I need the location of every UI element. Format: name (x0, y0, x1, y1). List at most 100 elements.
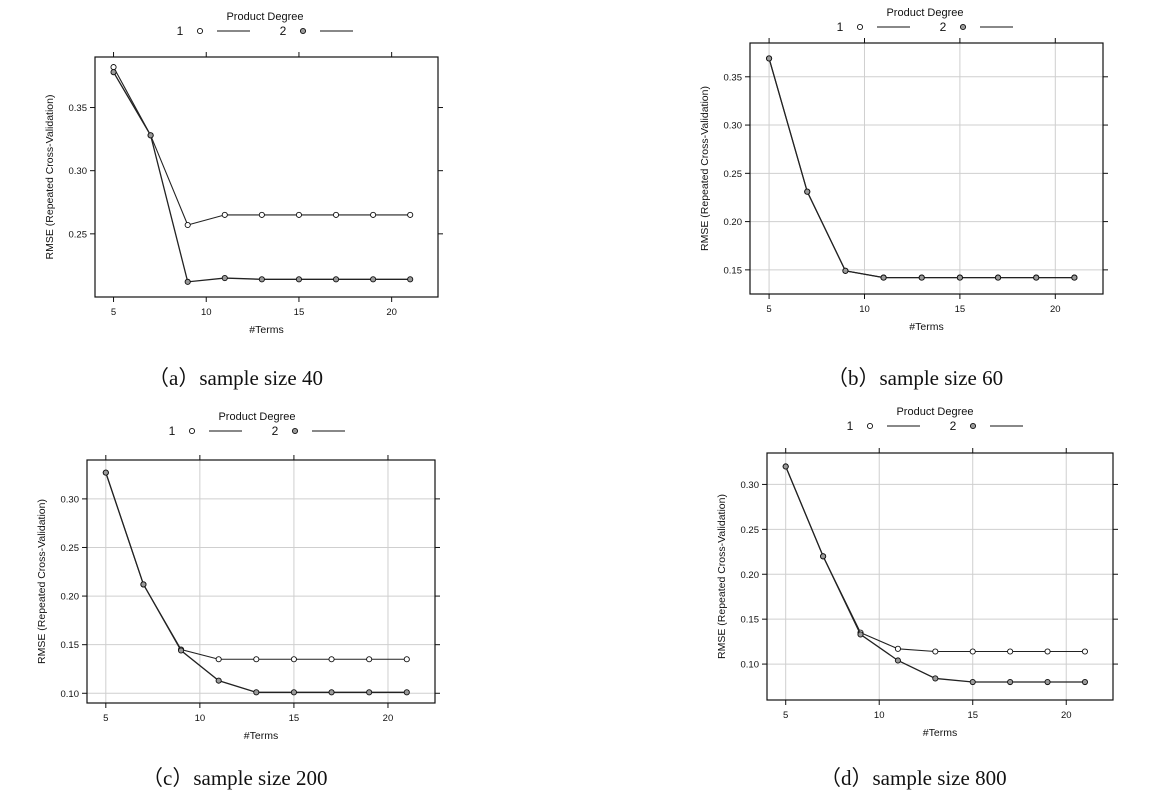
data-point-series-2 (140, 581, 147, 588)
chart-a-svg: 5 10 15 20 0.25 0.30 0.35 #Terms RMSE (Repeated … (44, 11, 443, 336)
series-line-1 (105, 472, 407, 660)
data-point-series-2 (215, 677, 222, 684)
x-tick-label: 15 (967, 710, 978, 721)
data-point-series-2 (880, 274, 887, 281)
y-tick-label: 0.20 (61, 592, 80, 603)
x-tick-label: 10 (859, 304, 870, 315)
data-point-series-2 (178, 647, 185, 654)
plot-frame (94, 56, 439, 298)
legend-label-2: 2 (940, 20, 947, 34)
data-point-series-1 (969, 648, 976, 655)
y-tick-label: 0.35 (69, 103, 88, 114)
legend-label-2: 2 (272, 424, 279, 438)
legend-label-2: 2 (280, 24, 287, 38)
x-axis-title: #Terms (909, 321, 943, 333)
series-line-2 (112, 71, 411, 283)
data-point-series-2 (1044, 678, 1051, 686)
data-point-series-2 (295, 276, 302, 283)
data-point-series-2 (804, 188, 811, 195)
legend-title: Product Degree (218, 411, 295, 423)
data-point-series-2 (370, 276, 377, 283)
data-point-series-2 (894, 657, 901, 664)
y-axis-title: RMSE (Repeated Cross-Validation) (44, 95, 56, 260)
y-tick-label: 0.15 (61, 640, 80, 651)
data-point-series-2 (258, 276, 265, 283)
legend-marker-2 (291, 427, 299, 435)
data-point-series-1 (295, 211, 302, 218)
y-tick-label: 0.10 (61, 689, 80, 700)
x-axis-title: #Terms (249, 324, 283, 336)
legend-marker-2 (969, 422, 977, 430)
data-point-series-1 (932, 648, 939, 655)
chart-d-svg: 5 10 15 20 0.10 0.15 0.20 0.25 0.30 #Terms RMSE (R… (716, 406, 1118, 739)
data-point-series-1 (253, 656, 260, 663)
data-point-series-1 (1044, 648, 1051, 655)
data-point-series-2 (995, 274, 1002, 281)
x-axis-title: #Terms (244, 730, 278, 742)
plot-frame (749, 42, 1104, 295)
data-point-series-2 (1071, 274, 1078, 281)
y-axis-title: RMSE (Repeated Cross-Validation) (716, 494, 728, 659)
caption-d: （d）sample size 800 (820, 766, 1007, 790)
legend-marker-2 (959, 23, 967, 31)
legend-label-1: 1 (177, 24, 184, 38)
y-tick-label: 0.25 (741, 525, 760, 536)
x-tick-label: 5 (103, 713, 108, 724)
chart-panel-a: 5 10 15 20 0.25 0.30 0.35 #Terms RMSE (Repeated … (0, 0, 575, 398)
legend-marker-1 (188, 427, 196, 435)
series-line-2 (768, 58, 1075, 279)
data-point-series-2 (332, 276, 340, 283)
data-point-series-2 (766, 55, 773, 62)
x-tick-label: 15 (289, 713, 300, 724)
data-point-series-2 (328, 689, 335, 696)
x-axis-title: #Terms (923, 727, 957, 739)
data-point-series-1 (403, 656, 410, 663)
series-line-1 (768, 58, 1075, 279)
y-tick-label: 0.25 (69, 229, 88, 240)
data-point-series-1 (258, 211, 265, 218)
x-tick-label: 20 (1061, 710, 1072, 721)
data-point-series-2 (956, 274, 963, 281)
x-tick-label: 20 (386, 307, 397, 318)
legend-label-1: 1 (169, 424, 176, 438)
plot-frame (766, 452, 1114, 701)
data-point-series-1 (894, 645, 901, 652)
data-point-series-2 (102, 469, 109, 476)
data-point-series-1 (407, 211, 414, 218)
data-point-series-1 (366, 656, 373, 663)
data-point-series-2 (1007, 678, 1014, 686)
data-point-series-1 (110, 64, 117, 71)
chart-panel-c: 5 10 15 20 0.10 0.15 0.20 0.25 0.30 #Terms RMSE (R… (0, 398, 575, 797)
data-point-series-2 (221, 275, 228, 282)
legend-marker-2 (299, 27, 307, 35)
data-point-series-2 (407, 276, 414, 283)
plot-frame (86, 459, 436, 704)
data-point-series-2 (366, 689, 373, 696)
chart-b-svg: 5 10 15 20 0.15 0.20 0.25 0.30 0.35 #Terms RMSE (R… (699, 7, 1108, 333)
x-tick-label: 10 (195, 713, 206, 724)
x-tick-label: 5 (111, 307, 116, 318)
chart-c-svg: 5 10 15 20 0.10 0.15 0.20 0.25 0.30 #Terms RMSE (R… (36, 411, 440, 742)
caption-a: （a）sample size 40 (148, 366, 323, 390)
data-point-series-2 (857, 631, 864, 638)
x-tick-label: 20 (1050, 304, 1061, 315)
y-axis-title: RMSE (Repeated Cross-Validation) (699, 86, 711, 251)
data-point-series-2 (918, 274, 925, 281)
chart-panel-b: 5 10 15 20 0.15 0.20 0.25 0.30 0.35 #Terms RMSE (R… (575, 0, 1150, 398)
y-tick-label: 0.30 (741, 480, 760, 491)
legend-marker-1 (866, 422, 874, 430)
data-point-series-1 (328, 656, 335, 663)
data-point-series-1 (1081, 648, 1088, 655)
y-tick-label: 0.15 (741, 615, 760, 626)
data-point-series-1 (290, 656, 297, 663)
legend-marker-1 (196, 27, 204, 35)
data-point-series-2 (253, 689, 260, 696)
data-point-series-2 (147, 132, 154, 139)
x-tick-label: 10 (201, 307, 212, 318)
data-point-series-2 (403, 689, 410, 696)
data-point-series-2 (932, 675, 939, 682)
caption-b: （b）sample size 60 (827, 366, 1004, 390)
y-tick-label: 0.25 (724, 169, 743, 180)
x-tick-label: 15 (955, 304, 966, 315)
y-tick-label: 0.15 (724, 265, 743, 276)
